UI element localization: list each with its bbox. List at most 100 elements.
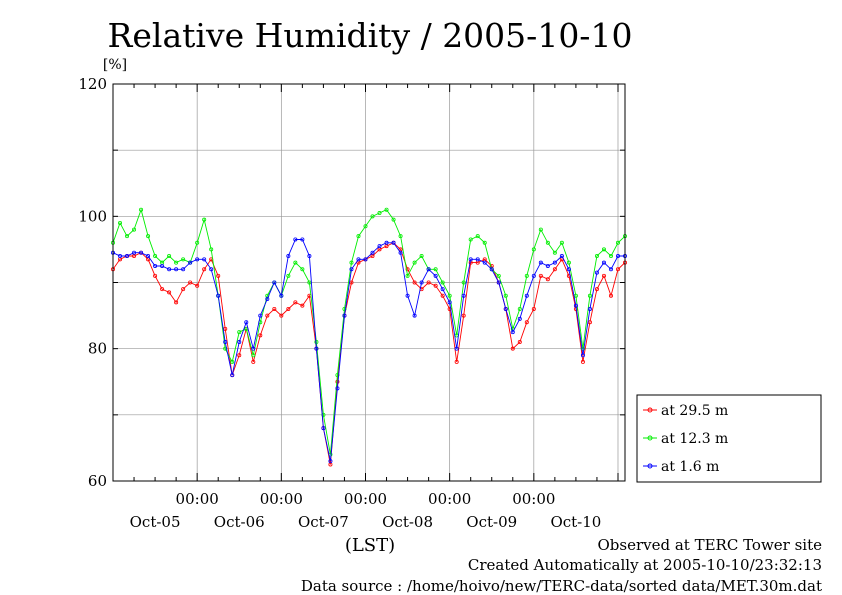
y-tick-label: 60: [88, 472, 107, 490]
legend-swatch-marker: [647, 463, 653, 469]
data-point: [279, 293, 284, 298]
data-point: [139, 207, 144, 212]
data-point: [447, 300, 452, 305]
data-point: [244, 320, 249, 325]
data-point: [524, 273, 529, 278]
x-axis-label: (LST): [345, 535, 395, 556]
x-date-label: Oct-10: [550, 513, 601, 531]
data-point: [405, 273, 410, 278]
data-point: [202, 267, 207, 272]
data-point: [587, 306, 592, 311]
data-point: [188, 260, 193, 265]
data-point: [433, 283, 438, 288]
data-point: [202, 257, 207, 262]
data-point: [237, 340, 242, 345]
data-point: [160, 287, 165, 292]
data-point: [216, 293, 221, 298]
data-point: [328, 459, 333, 464]
data-point: [160, 263, 165, 268]
data-point: [370, 214, 375, 219]
x-time-label: 00:00: [512, 490, 555, 508]
y-tick-label: 100: [78, 207, 107, 225]
data-point: [545, 263, 550, 268]
data-point: [608, 267, 613, 272]
data-point: [195, 240, 200, 245]
data-point: [503, 306, 508, 311]
data-point: [482, 260, 487, 265]
data-point: [566, 260, 571, 265]
data-point: [552, 267, 557, 272]
data-point: [153, 254, 158, 259]
legend-swatch-marker: [647, 435, 653, 441]
data-point: [440, 293, 445, 298]
data-point: [615, 267, 620, 272]
data-point: [608, 293, 613, 298]
data-point: [349, 267, 354, 272]
data-point: [496, 273, 501, 278]
data-point: [419, 254, 424, 259]
data-point: [216, 273, 221, 278]
data-point: [342, 306, 347, 311]
data-point: [601, 273, 606, 278]
data-point: [195, 283, 200, 288]
data-point: [258, 313, 263, 318]
legend-label: at 1.6 m: [661, 459, 719, 475]
data-point: [174, 300, 179, 305]
data-point: [356, 257, 361, 262]
x-date-label: Oct-07: [298, 513, 349, 531]
data-point: [300, 303, 305, 308]
data-point: [265, 297, 270, 302]
x-date-label: Oct-05: [130, 513, 181, 531]
data-point: [559, 254, 564, 259]
legend-box: [636, 394, 822, 483]
data-point: [209, 247, 214, 252]
data-point: [384, 207, 389, 212]
data-point: [503, 293, 508, 298]
data-point: [167, 267, 172, 272]
x-time-label: 00:00: [176, 490, 219, 508]
data-point: [293, 260, 298, 265]
data-point: [461, 280, 466, 285]
data-point: [181, 257, 186, 262]
series-line: [112, 242, 626, 465]
data-point: [468, 237, 473, 242]
data-point: [286, 306, 291, 311]
data-point: [370, 250, 375, 255]
data-point: [580, 359, 585, 364]
data-point: [223, 340, 228, 345]
x-tick-labels: 00:00 00:00 00:00 00:00 00:00 Oct-05 Oct-06 Oct…: [130, 490, 602, 531]
data-point: [377, 244, 382, 249]
data-point: [510, 346, 515, 351]
data-point: [552, 250, 557, 255]
data-point: [251, 359, 256, 364]
data-point: [335, 386, 340, 391]
data-point: [398, 250, 403, 255]
data-point: [125, 234, 130, 239]
data-point: [433, 273, 438, 278]
series-line: [112, 208, 626, 455]
data-point: [230, 373, 235, 378]
data-point: [272, 306, 277, 311]
data-point: [545, 277, 550, 282]
data-point: [531, 247, 536, 252]
legend-swatch-marker: [647, 407, 653, 413]
data-point: [524, 320, 529, 325]
x-time-label: 00:00: [428, 490, 471, 508]
series-line: [112, 239, 625, 462]
y-tick-labels: 60 80 100 120: [78, 75, 107, 490]
data-point: [146, 254, 151, 259]
data-point: [559, 240, 564, 245]
series-lines: [111, 207, 628, 467]
data-point: [286, 273, 291, 278]
data-point: [524, 293, 529, 298]
data-point: [272, 280, 277, 285]
data-point: [300, 237, 305, 242]
data-point: [545, 240, 550, 245]
data-point: [594, 287, 599, 292]
data-point: [433, 267, 438, 272]
data-point: [391, 217, 396, 222]
data-point: [321, 426, 326, 431]
data-point: [300, 267, 305, 272]
data-source-note: Data source : /home/hoivo/new/TERC-data/…: [301, 577, 822, 595]
